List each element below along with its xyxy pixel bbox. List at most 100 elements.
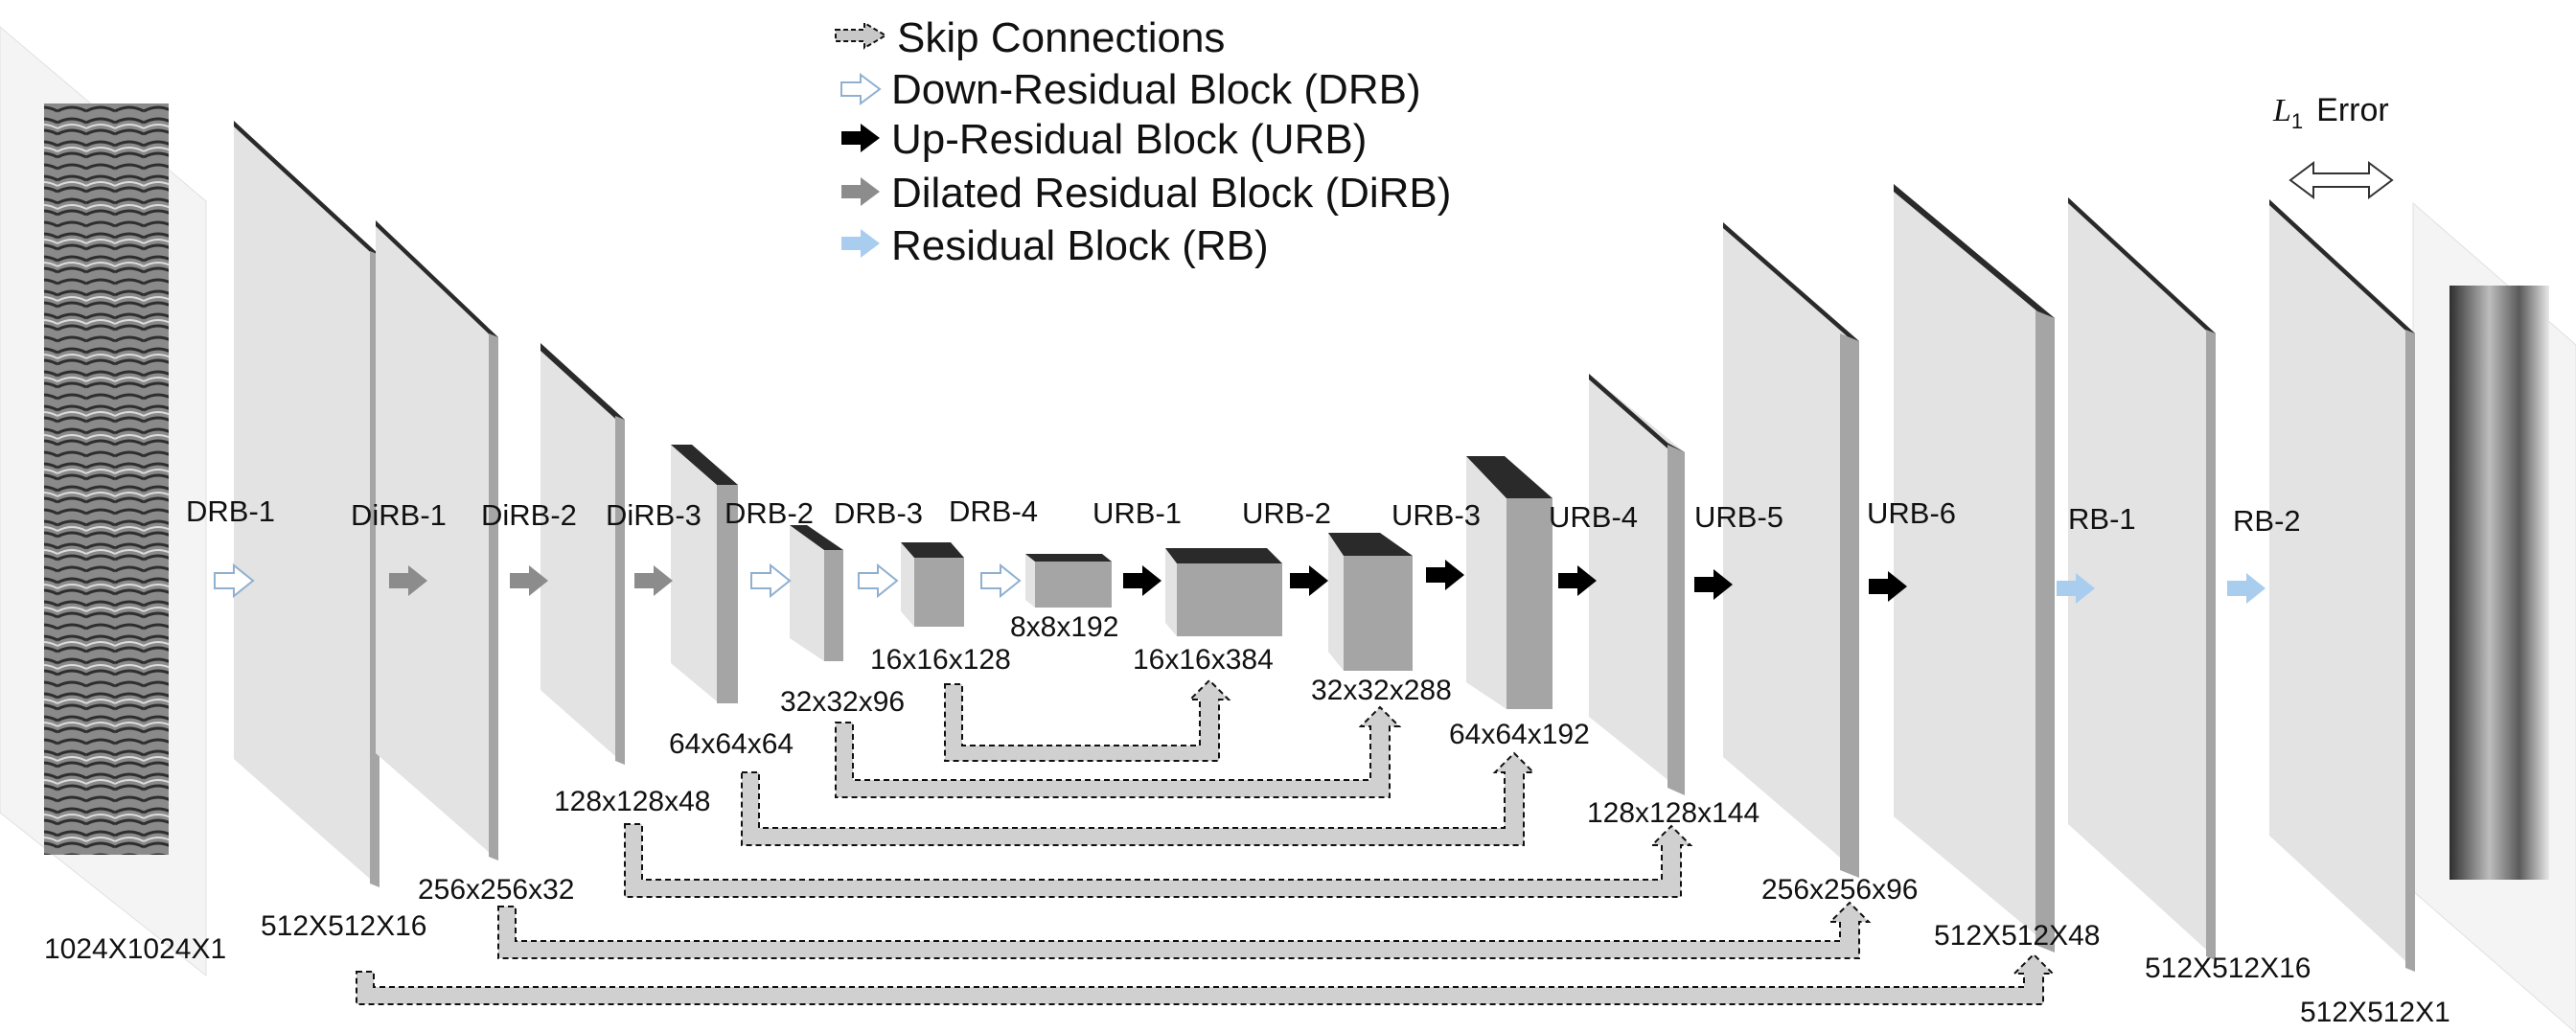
block-label-dirb-2: DiRB-2	[481, 498, 577, 532]
layer-128x128x144	[1589, 374, 1685, 795]
block-label-dirb-1: DiRB-1	[351, 498, 447, 532]
block-top	[901, 542, 964, 558]
skip-connection-16x16	[944, 678, 1231, 762]
layer-face	[671, 445, 717, 701]
layer-side	[1840, 333, 1859, 878]
block-face	[790, 525, 824, 661]
block-side	[1344, 556, 1413, 671]
block-16x16x128	[901, 542, 964, 627]
dim-label-256x256x96: 256x256x96	[1761, 874, 1918, 906]
input-image	[0, 26, 207, 977]
layer-side	[615, 416, 625, 765]
dim-label-32x32x288: 32x32x288	[1311, 675, 1452, 706]
legend-dirb-label: Dilated Residual Block (DiRB)	[891, 170, 1451, 217]
urb-2-arrow-icon	[1290, 565, 1328, 596]
layer-top	[1589, 374, 1685, 458]
block-32x32x288	[1328, 533, 1413, 671]
layer-128x128x48	[540, 343, 625, 765]
dirb-3-arrow-icon	[634, 565, 673, 596]
skip-connection-128x128	[624, 823, 1693, 898]
layer-face	[1466, 456, 1506, 709]
layer-256x256x96	[1723, 222, 1859, 878]
layer-face	[540, 343, 625, 765]
drb-arrow-icon	[840, 73, 882, 105]
skip-connection-512x512	[356, 953, 2056, 1005]
layer-512x512x16-rb	[2068, 197, 2216, 960]
layer-side	[1668, 445, 1685, 795]
layer-64x64x64	[671, 445, 738, 703]
block-label-urb-2: URB-2	[1242, 496, 1331, 530]
layer-top	[1894, 184, 2055, 326]
dim-label-16x16x384: 16x16x384	[1133, 644, 1274, 676]
dim-label-16x16x128: 16x16x128	[870, 644, 1011, 676]
layer-top	[671, 445, 738, 485]
legend-skip: Skip Connections	[835, 14, 1225, 61]
dirb-2-arrow-icon	[510, 565, 548, 596]
block-face	[1025, 554, 1035, 608]
legend-rb: Residual Block (RB)	[841, 222, 1269, 269]
block-face	[901, 542, 914, 627]
skip-connection-icon	[835, 21, 887, 50]
dirb-1-arrow-icon	[389, 565, 427, 596]
urb-1-arrow-icon	[1123, 565, 1162, 596]
dim-label-input: 1024X1024X1	[44, 933, 226, 965]
skip-connection-256x256	[497, 901, 1872, 959]
layer-side	[489, 333, 498, 861]
block-label-urb-6: URB-6	[1867, 496, 1956, 530]
legend: Skip Connections Down-Residual Block (DR…	[835, 14, 1451, 269]
rb-2-arrow-icon	[2227, 573, 2266, 604]
block-label-dirb-3: DiRB-3	[606, 498, 702, 532]
drb-2-arrow-icon	[750, 562, 792, 599]
block-top	[1025, 554, 1112, 562]
legend-skip-label: Skip Connections	[897, 14, 1225, 61]
block-face	[1165, 548, 1177, 636]
layer-side	[2036, 310, 2055, 953]
dim-label-64x64x64: 64x64x64	[669, 728, 794, 760]
block-32x32x96	[790, 525, 843, 661]
dirb-arrow-icon	[841, 177, 880, 206]
dim-label-512x512x48: 512X512X48	[1934, 920, 2101, 952]
legend-dirb: Dilated Residual Block (DiRB)	[841, 170, 1451, 217]
urb-6-arrow-icon	[1869, 571, 1907, 602]
block-side	[824, 550, 843, 661]
output-image	[2412, 201, 2576, 1033]
block-top	[1328, 533, 1413, 556]
layer-512x512x1	[2269, 199, 2415, 972]
block-label-drb-3: DRB-3	[834, 496, 923, 530]
block-label-urb-4: URB-4	[1549, 500, 1638, 534]
dim-label-32x32x96: 32x32x96	[780, 686, 905, 718]
block-arrows	[214, 560, 2266, 604]
urb-3-arrow-icon	[1426, 560, 1464, 590]
block-top	[790, 525, 843, 550]
block-label-rb-2: RB-2	[2233, 504, 2301, 538]
block-label-drb-4: DRB-4	[949, 494, 1038, 528]
rb-arrow-icon	[841, 229, 880, 258]
layer-top	[2068, 197, 2216, 339]
layer-top	[1466, 456, 1552, 498]
l1-error-label: L1 Error	[2272, 92, 2389, 133]
layer-512x512x48	[1894, 184, 2055, 953]
skip-connection-64x64	[741, 751, 1536, 846]
layer-face	[1589, 374, 1685, 793]
dimension-labels: 1024X1024X1 512X512X16 256x256x32 128x12…	[44, 611, 2450, 1028]
layer-face	[376, 220, 498, 861]
block-label-urb-5: URB-5	[1694, 500, 1783, 534]
l1-subscript: 1	[2291, 109, 2303, 133]
drb-1-arrow-icon	[214, 562, 255, 599]
layer-64x64x192	[1466, 456, 1552, 709]
block-label-drb-1: DRB-1	[186, 494, 275, 528]
input-seismic-image	[44, 103, 169, 855]
dim-label-256x256x32: 256x256x32	[418, 874, 574, 906]
block-label-rb-1: RB-1	[2068, 502, 2136, 536]
block-top	[1165, 548, 1282, 563]
layer-face	[1723, 222, 1859, 874]
block-label-urb-3: URB-3	[1392, 498, 1481, 532]
block-16x16x384	[1165, 548, 1282, 636]
legend-drb: Down-Residual Block (DRB)	[840, 66, 1421, 113]
double-arrow-icon	[2288, 161, 2394, 199]
dim-label-128x128x48: 128x128x48	[554, 786, 710, 817]
block-side	[914, 558, 964, 627]
layer-top	[540, 343, 625, 427]
layer-face	[234, 121, 380, 887]
output-reflectivity-image	[2450, 286, 2549, 880]
